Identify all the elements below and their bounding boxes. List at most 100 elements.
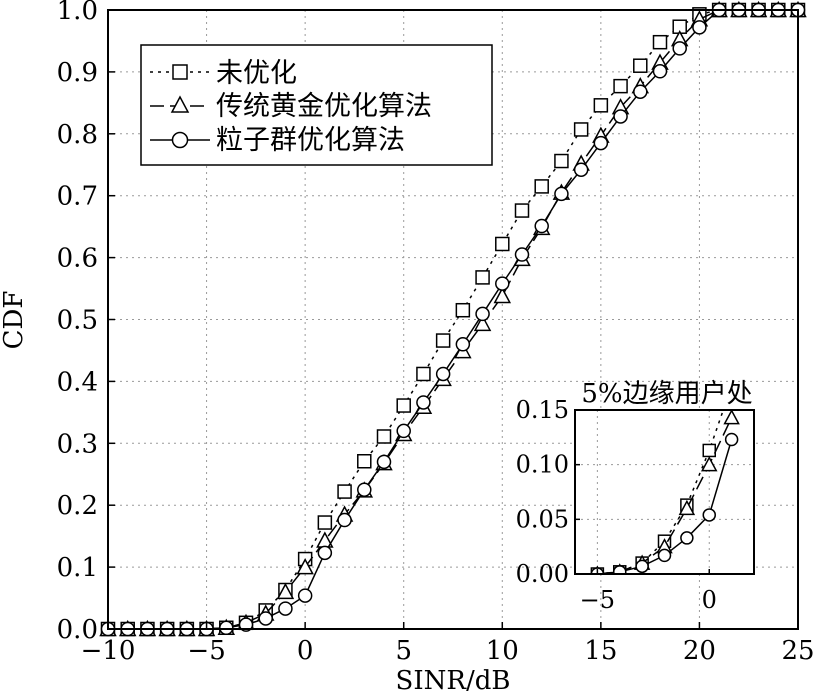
data-point-circle <box>258 611 273 626</box>
data-point-circle <box>534 218 549 234</box>
data-point-circle <box>495 276 510 291</box>
data-point-square <box>376 429 392 444</box>
data-point-circle <box>657 548 672 563</box>
data-point-circle <box>692 20 707 35</box>
x-tick-label: −5 <box>580 586 615 614</box>
data-point-circle <box>297 588 313 603</box>
inset-frame <box>574 409 755 575</box>
y-tick-label: 0.3 <box>57 429 98 459</box>
data-point-square <box>593 98 609 113</box>
data-point-circle <box>593 135 609 151</box>
data-point-circle <box>573 162 589 177</box>
data-point-square <box>396 398 411 413</box>
y-tick-label: 0.1 <box>57 553 98 583</box>
x-tick-label: 0 <box>297 636 314 666</box>
data-point-triangle <box>723 410 740 425</box>
data-point-circle <box>652 64 668 79</box>
legend: 未优化 传统黄金优化算法 粒子群优化算法 <box>140 44 493 166</box>
data-point-square <box>416 366 431 382</box>
data-point-square <box>514 203 530 218</box>
data-point-square <box>573 122 589 137</box>
data-point-circle <box>613 565 627 574</box>
x-tick-label: 25 <box>781 636 814 666</box>
y-tick-label: 0.00 <box>516 560 569 588</box>
series-circle <box>100 2 806 637</box>
data-point-square <box>613 78 628 94</box>
data-point-square <box>317 515 333 530</box>
data-point-square <box>357 454 372 469</box>
main-y-ticks: 0.0 0.1 0.2 0.3 0.4 0.5 0.6 0.7 0.8 0.9 1.0 <box>57 0 115 645</box>
series-circle <box>590 432 739 574</box>
inset-x-ticks: −5 0 <box>580 569 717 614</box>
data-point-circle <box>475 306 490 322</box>
y-tick-label: 0.0 <box>57 615 98 645</box>
data-point-circle <box>396 423 411 439</box>
data-point-circle <box>337 512 352 528</box>
data-point-circle <box>514 247 530 262</box>
data-point-circle <box>633 84 648 99</box>
x-tick-label: −10 <box>81 636 136 666</box>
data-point-triangle <box>700 456 718 472</box>
x-tick-label: 0 <box>702 586 717 614</box>
data-point-circle <box>635 559 649 574</box>
x-tick-label: −5 <box>187 636 225 666</box>
y-tick-label: 0.10 <box>516 451 569 479</box>
data-point-square <box>554 153 569 169</box>
x-tick-label: 20 <box>683 636 716 666</box>
legend-label-golden: 传统黄金优化算法 <box>216 91 432 122</box>
data-point-square <box>435 333 451 348</box>
data-point-triangle <box>276 582 295 600</box>
x-tick-label: 10 <box>486 636 519 666</box>
data-point-circle <box>613 109 628 124</box>
data-point-triangle <box>493 286 512 304</box>
data-point-circle <box>238 617 254 632</box>
data-point-circle <box>278 601 293 616</box>
data-point-square <box>652 34 668 50</box>
data-point-circle <box>554 186 569 202</box>
y-tick-label: 0.8 <box>57 120 98 150</box>
y-tick-label: 0.15 <box>516 396 569 424</box>
y-axis-label: CDF <box>0 291 29 350</box>
data-point-circle <box>702 508 716 522</box>
y-tick-label: 0.7 <box>57 182 98 212</box>
inset-title: 5%边缘用户处 <box>581 379 752 409</box>
data-point-square <box>337 484 352 499</box>
data-point-circle <box>724 432 739 447</box>
inset-y-ticks: 0.00 0.05 0.10 0.15 <box>516 396 580 588</box>
y-tick-label: 0.05 <box>516 505 569 533</box>
x-tick-label: 5 <box>395 636 412 666</box>
inset-series <box>590 410 740 574</box>
inset-chart: 0.00 0.05 0.10 0.15 −5 0 5%边缘用户处 <box>516 379 755 614</box>
y-tick-label: 0.9 <box>57 58 98 88</box>
data-point-square <box>534 179 549 194</box>
y-tick-label: 0.6 <box>57 244 98 274</box>
main-x-ticks: −10 −5 0 5 10 15 20 25 <box>81 622 814 666</box>
data-point-square <box>702 443 716 458</box>
y-tick-label: 0.5 <box>57 306 98 336</box>
data-point-square <box>455 302 471 318</box>
data-point-circle <box>435 366 451 382</box>
y-tick-label: 0.2 <box>57 491 98 521</box>
data-point-triangle <box>473 314 492 332</box>
data-point-square <box>633 58 648 73</box>
data-point-circle <box>416 395 431 410</box>
data-point-triangle <box>296 558 314 575</box>
data-point-circle <box>219 620 234 636</box>
data-point-circle <box>672 41 687 56</box>
data-point-circle <box>680 531 694 545</box>
data-point-square <box>475 270 490 285</box>
y-tick-label: 0.4 <box>57 367 98 397</box>
data-point-circle <box>376 454 392 470</box>
legend-box <box>140 44 493 166</box>
data-point-square <box>495 236 510 252</box>
data-point-circle <box>455 337 471 352</box>
x-axis-label: SINR/dB <box>396 666 511 691</box>
legend-label-unoptimized: 未优化 <box>216 58 297 89</box>
legend-marker-triangle <box>170 95 190 113</box>
legend-marker-square <box>172 64 188 80</box>
x-tick-label: 15 <box>584 636 617 666</box>
legend-label-pso: 粒子群优化算法 <box>216 125 405 156</box>
data-point-circle <box>357 482 372 497</box>
data-point-triangle <box>678 499 696 516</box>
